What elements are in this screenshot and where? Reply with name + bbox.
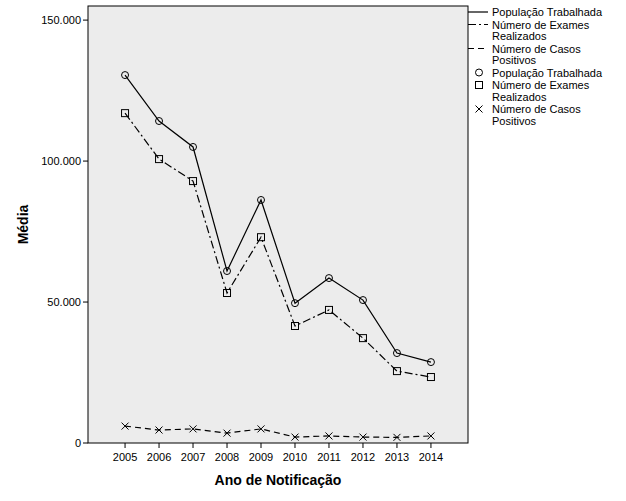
y-tick <box>83 161 88 162</box>
series-marker <box>190 143 197 150</box>
x-tick-label: 2006 <box>147 451 171 463</box>
x-tick <box>125 443 126 448</box>
legend-label: Número de ExamesRealizados <box>492 79 590 103</box>
x-tick-label: 2008 <box>215 451 239 463</box>
x-tick-label: 2014 <box>419 451 443 463</box>
series-marker <box>325 432 332 439</box>
legend-label-line: Número de Exames <box>492 79 590 91</box>
series-marker <box>122 72 129 79</box>
y-tick-label: 100.000 <box>41 155 81 167</box>
series-marker <box>224 290 231 297</box>
y-axis-title: Média <box>15 204 31 244</box>
legend-label-line: Número de Casos <box>492 103 581 115</box>
y-tick <box>83 443 88 444</box>
x-tick-label: 2013 <box>385 451 409 463</box>
series-marker <box>122 110 129 117</box>
legend-label-line: Número de Casos <box>492 43 581 55</box>
series-marker <box>190 178 197 185</box>
series-marker <box>258 196 265 203</box>
series-marker <box>156 427 163 434</box>
legend-marker-key <box>476 82 483 89</box>
series-marker <box>122 423 129 430</box>
y-tick-label: 0 <box>75 437 81 449</box>
series-marker <box>359 297 366 304</box>
legend-label-line: População Trabalhada <box>492 6 603 18</box>
chart: 0 50.000 100.000 150.000 2005 2006 2007 2008 200… <box>0 0 626 501</box>
series-marker <box>224 430 231 437</box>
x-axis-title: Ano de Notificação <box>215 472 342 488</box>
plot-area <box>88 6 468 443</box>
legend-marker-key <box>476 69 483 76</box>
x-tick-label: 2010 <box>283 451 307 463</box>
legend-label-line: Realizados <box>492 30 547 42</box>
y-tick-label: 150.000 <box>41 14 81 26</box>
series-marker <box>325 306 332 313</box>
series-marker <box>291 300 298 307</box>
x-tick-label: 2011 <box>317 451 341 463</box>
legend-label: População Trabalhada <box>492 67 603 79</box>
x-tick <box>362 443 363 448</box>
series-marker <box>427 359 434 366</box>
x-tick <box>227 443 228 448</box>
series-marker <box>291 322 298 329</box>
x-tick <box>193 443 194 448</box>
series-marker <box>224 268 231 275</box>
x-tick-label: 2005 <box>113 451 137 463</box>
series-line <box>125 75 431 362</box>
legend-label: Número de CasosPositivos <box>492 103 581 127</box>
series-marker <box>325 275 332 282</box>
legend-label: População Trabalhada <box>492 6 603 18</box>
series-marker <box>291 434 298 441</box>
x-tick <box>396 443 397 448</box>
legend-label-line: Realizados <box>492 91 547 103</box>
legend-label-line: População Trabalhada <box>492 67 603 79</box>
series-marker <box>393 350 400 357</box>
legend-label: Número de CasosPositivos <box>492 43 581 67</box>
x-tick <box>328 443 329 448</box>
x-tick-label: 2012 <box>351 451 375 463</box>
legend-line-key <box>468 11 488 12</box>
series-marker <box>156 156 163 163</box>
legend: População TrabalhadaNúmero de ExamesReal… <box>468 6 603 127</box>
x-tick <box>159 443 160 448</box>
series-line <box>125 426 431 437</box>
x-tick <box>261 443 262 448</box>
series-marker <box>190 425 197 432</box>
y-tick-label: 50.000 <box>47 296 81 308</box>
series-marker <box>359 434 366 441</box>
y-tick <box>83 302 88 303</box>
series-marker <box>393 434 400 441</box>
series-marker <box>393 368 400 375</box>
legend-label-line: Positivos <box>492 115 537 127</box>
data-layer <box>122 72 435 441</box>
series-marker <box>156 118 163 125</box>
series-marker <box>258 425 265 432</box>
x-tick-label: 2009 <box>249 451 273 463</box>
x-tick-label: 2007 <box>181 451 205 463</box>
series-line <box>125 113 431 377</box>
legend-label: Número de ExamesRealizados <box>492 19 590 43</box>
legend-marker-key <box>476 106 483 113</box>
series-marker <box>427 432 434 439</box>
y-tick <box>83 20 88 21</box>
series-marker <box>258 234 265 241</box>
legend-line-key <box>468 48 488 49</box>
series-marker <box>427 374 434 381</box>
legend-line-key <box>468 24 488 25</box>
series-marker <box>359 335 366 342</box>
legend-label-line: Número de Exames <box>492 19 590 31</box>
x-tick <box>294 443 295 448</box>
x-tick <box>430 443 431 448</box>
legend-label-line: Positivos <box>492 54 537 66</box>
